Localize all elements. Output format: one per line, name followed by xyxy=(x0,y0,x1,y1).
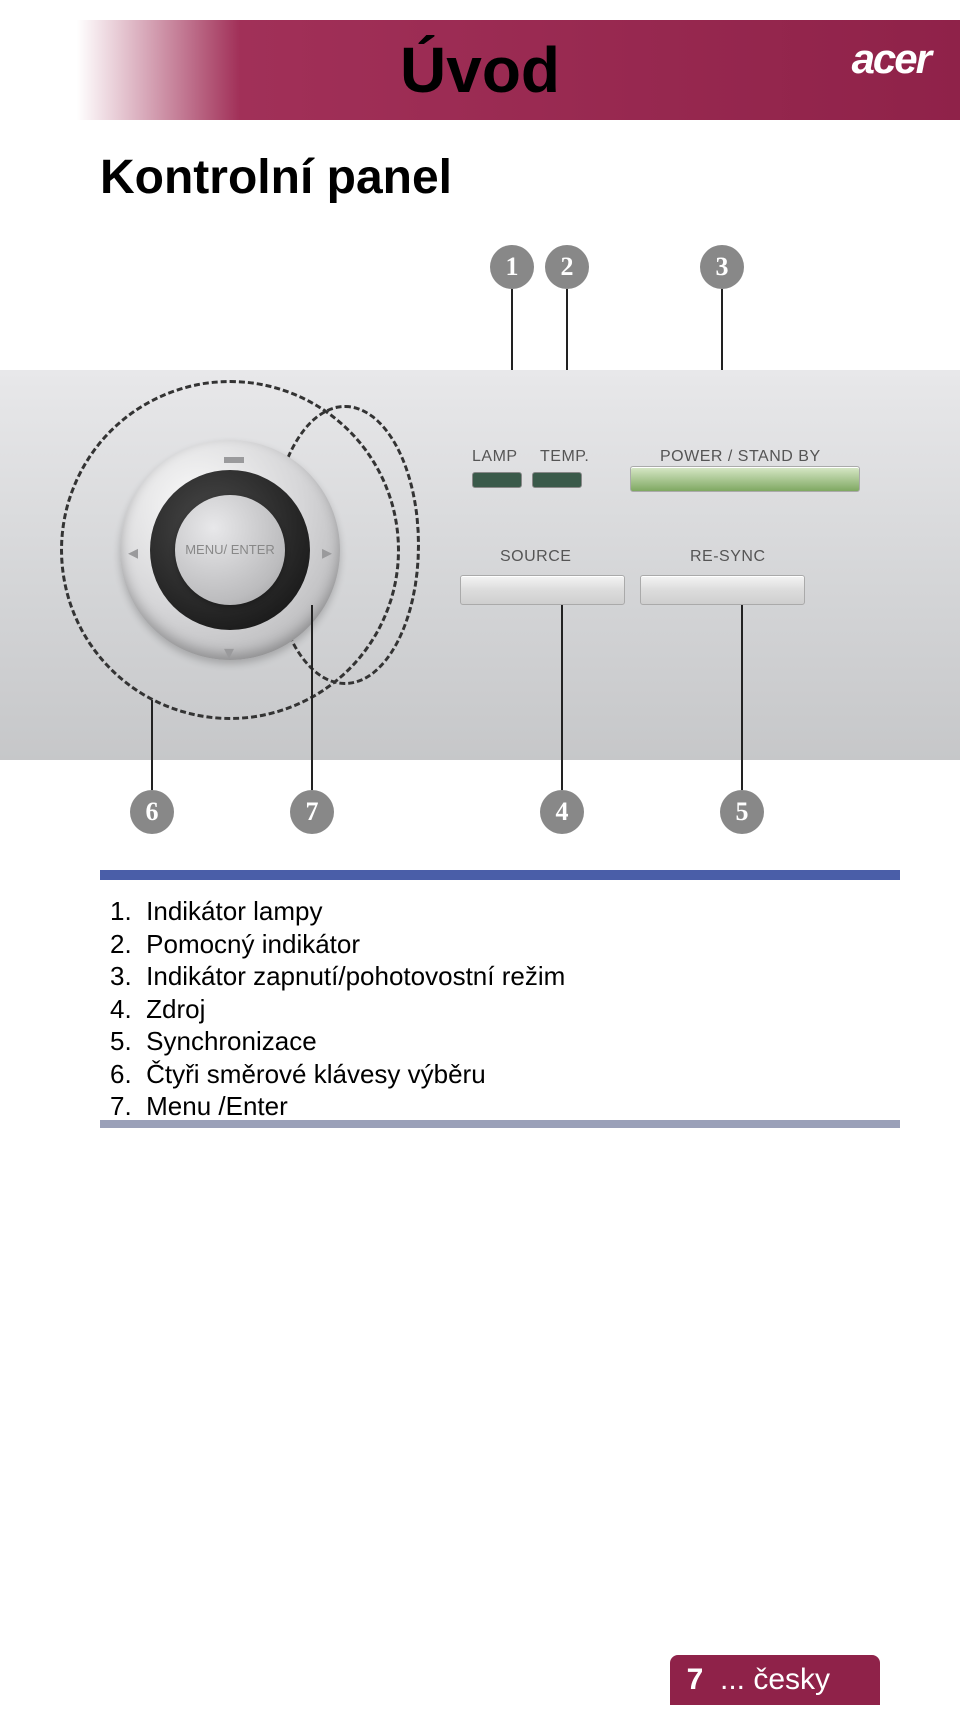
list-rule-bottom xyxy=(100,1120,900,1128)
header-bar: Úvod acer xyxy=(0,20,960,120)
callout-1: 1 xyxy=(490,245,534,289)
source-button[interactable] xyxy=(460,575,625,605)
list-item: 3. Indikátor zapnutí/pohotovostní režim xyxy=(110,960,565,993)
list-item: 4. Zdroj xyxy=(110,993,565,1026)
callout-6: 6 xyxy=(130,790,174,834)
list-item: 1. Indikátor lampy xyxy=(110,895,565,928)
list-item: 6. Čtyři směrové klávesy výběru xyxy=(110,1058,565,1091)
temp-led xyxy=(532,472,582,488)
leader-6 xyxy=(151,700,153,790)
resync-button[interactable] xyxy=(640,575,805,605)
power-label: POWER / STAND BY xyxy=(660,448,821,466)
callout-2: 2 xyxy=(545,245,589,289)
resync-label: RE-SYNC xyxy=(690,548,766,566)
temp-label: TEMP. xyxy=(540,448,589,466)
down-arrow-icon: ▾ xyxy=(224,640,234,665)
source-label: SOURCE xyxy=(500,548,571,566)
lamp-label: LAMP xyxy=(472,448,518,466)
leader-5 xyxy=(741,605,743,790)
callout-3: 3 xyxy=(700,245,744,289)
list-item: 5. Synchronizace xyxy=(110,1025,565,1058)
list-rule-top xyxy=(100,870,900,880)
leader-4 xyxy=(561,605,563,790)
leader-7 xyxy=(311,605,313,790)
legend-list: 1. Indikátor lampy 2. Pomocný indikátor … xyxy=(110,895,565,1123)
power-standby-button[interactable] xyxy=(630,466,860,492)
callout-5: 5 xyxy=(720,790,764,834)
list-item: 7. Menu /Enter xyxy=(110,1090,565,1123)
list-item: 2. Pomocný indikátor xyxy=(110,928,565,961)
page-number: 7 xyxy=(670,1663,720,1697)
menu-enter-label: MENU/ ENTER xyxy=(185,543,275,557)
callout-4: 4 xyxy=(540,790,584,834)
callout-7: 7 xyxy=(290,790,334,834)
section-heading: Kontrolní panel xyxy=(100,150,452,205)
up-arrow-icon: ▬ xyxy=(224,446,244,469)
page-title: Úvod xyxy=(400,33,560,107)
right-arrow-icon: ▸ xyxy=(322,540,332,565)
footer-tab: 7 ... česky xyxy=(670,1655,880,1705)
lamp-led xyxy=(472,472,522,488)
brand-logo: acer xyxy=(852,35,930,83)
left-arrow-icon: ◂ xyxy=(128,540,138,565)
menu-enter-button[interactable]: MENU/ ENTER xyxy=(175,495,285,605)
footer-language: ... česky xyxy=(720,1663,880,1697)
